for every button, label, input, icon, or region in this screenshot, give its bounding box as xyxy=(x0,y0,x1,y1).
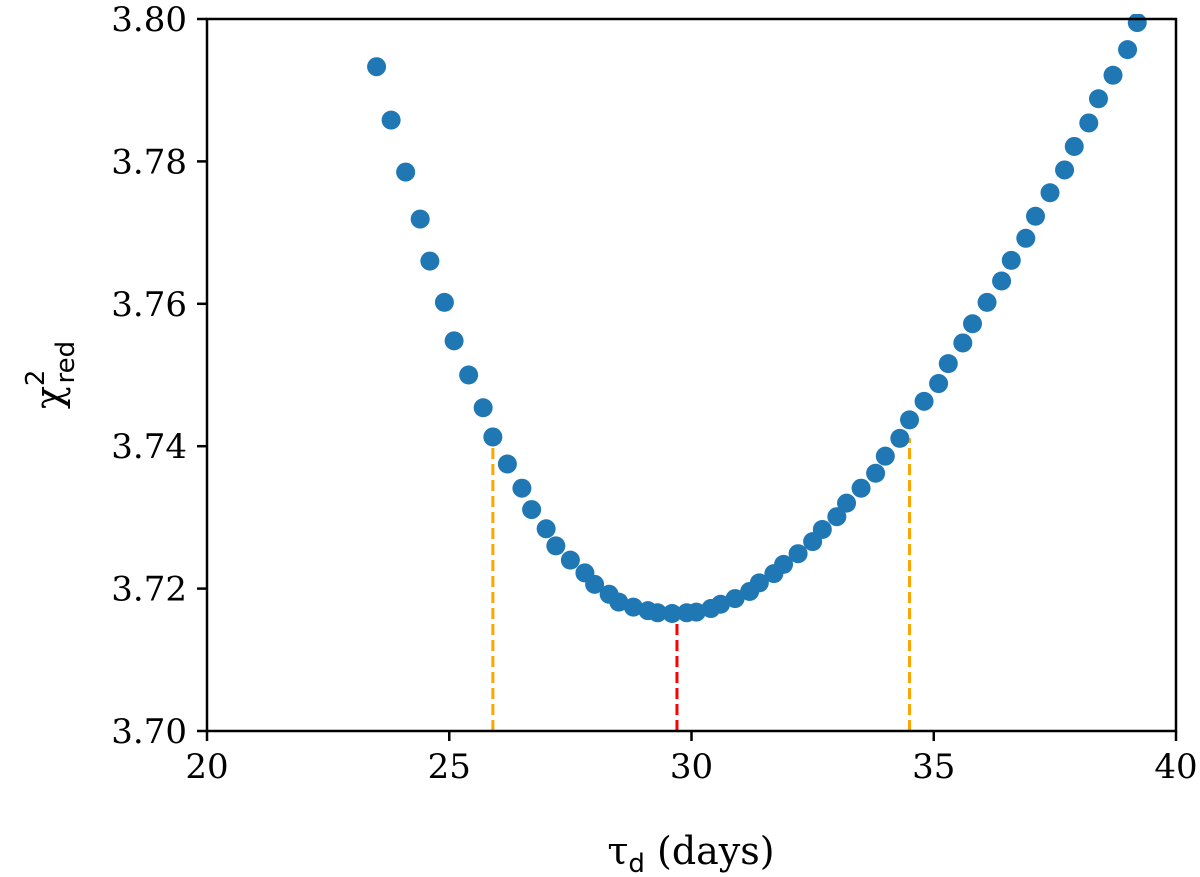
data-point xyxy=(473,398,493,418)
x-tick-label: 35 xyxy=(912,747,955,787)
data-point xyxy=(890,428,910,448)
data-point xyxy=(609,592,629,612)
data-points xyxy=(367,0,1161,624)
y-tick-label: 3.72 xyxy=(111,570,187,610)
data-point xyxy=(725,589,745,609)
data-point xyxy=(434,292,454,312)
data-point xyxy=(1142,0,1161,7)
data-point xyxy=(536,519,556,539)
data-point xyxy=(977,292,997,312)
data-point xyxy=(788,544,808,564)
data-point xyxy=(497,454,517,474)
data-point xyxy=(512,478,532,498)
y-tick-label: 3.80 xyxy=(111,0,187,40)
data-point xyxy=(623,597,643,617)
y-axis-title: χ2red xyxy=(21,341,81,409)
y-axis-symbol: χ xyxy=(27,386,71,409)
reference-lines xyxy=(491,436,912,731)
y-tick-label: 3.78 xyxy=(111,142,187,182)
data-point xyxy=(914,391,934,411)
data-point xyxy=(851,478,871,498)
x-axis-subscript: d xyxy=(628,849,645,877)
data-point xyxy=(900,410,920,430)
x-axis-ticks: 20 25 30 35 40 xyxy=(185,731,1198,787)
data-point xyxy=(367,57,387,77)
data-point xyxy=(711,594,731,614)
data-point xyxy=(774,554,794,574)
svg-text:χ2red: χ2red xyxy=(21,341,81,409)
y-axis-subscript: red xyxy=(51,341,81,384)
y-tick-label: 3.70 xyxy=(111,712,187,752)
data-point xyxy=(1025,206,1045,226)
data-point xyxy=(585,574,605,594)
data-point xyxy=(522,500,542,520)
data-point xyxy=(560,550,580,570)
data-point xyxy=(1118,40,1138,60)
data-point xyxy=(827,507,847,527)
data-point xyxy=(1103,65,1123,85)
data-point xyxy=(648,603,668,623)
data-point xyxy=(1127,14,1147,33)
data-point xyxy=(749,573,769,593)
data-point xyxy=(396,162,416,182)
data-point xyxy=(938,354,958,374)
y-axis-ticks: 3.70 3.72 3.74 3.76 3.78 3.80 xyxy=(111,0,207,752)
x-axis-unit: (days) xyxy=(645,829,775,873)
data-point xyxy=(1055,160,1075,180)
data-point xyxy=(459,365,479,385)
data-point xyxy=(875,446,895,466)
y-axis-superscript: 2 xyxy=(21,370,51,387)
data-point xyxy=(1016,228,1036,248)
x-tick-label: 20 xyxy=(185,747,228,787)
data-point xyxy=(1064,136,1084,156)
data-point xyxy=(953,333,973,353)
x-tick-label: 25 xyxy=(428,747,471,787)
data-point xyxy=(837,493,857,513)
data-point xyxy=(866,463,886,483)
data-point xyxy=(1088,89,1108,109)
data-point xyxy=(381,110,401,130)
data-point xyxy=(1001,250,1021,270)
x-axis-title: τd (days) xyxy=(607,829,774,877)
data-point xyxy=(546,536,566,556)
data-point xyxy=(963,314,983,334)
data-point xyxy=(483,427,503,447)
data-point xyxy=(1079,113,1099,133)
x-tick-label: 40 xyxy=(1154,747,1197,787)
plot-frame xyxy=(205,17,1178,733)
data-point xyxy=(444,331,464,351)
y-tick-label: 3.74 xyxy=(111,427,187,467)
data-point xyxy=(662,604,682,624)
data-point xyxy=(410,209,430,229)
x-tick-label: 30 xyxy=(670,747,713,787)
data-point xyxy=(992,271,1012,291)
data-point xyxy=(420,251,440,271)
y-tick-label: 3.76 xyxy=(111,285,187,325)
x-axis-symbol: τ xyxy=(607,829,628,873)
data-point xyxy=(1040,183,1060,203)
data-point xyxy=(929,374,949,394)
data-point xyxy=(686,602,706,622)
data-point xyxy=(812,520,832,540)
